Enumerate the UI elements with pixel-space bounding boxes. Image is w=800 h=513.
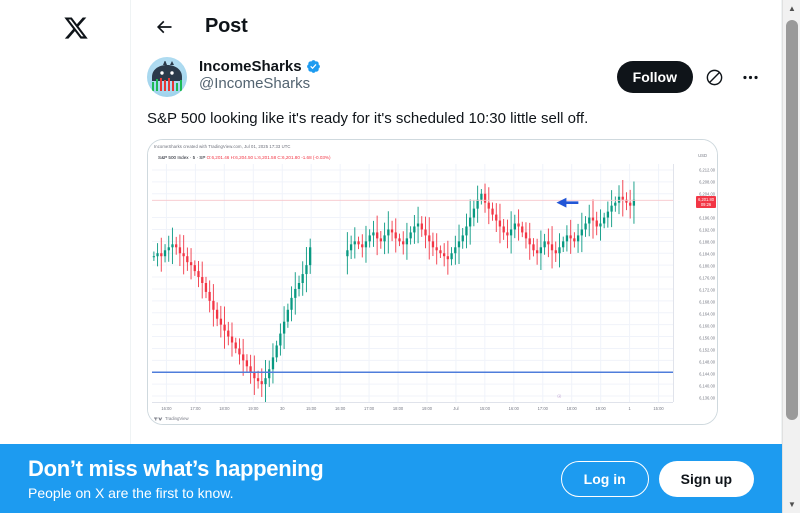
tradingview-watermark: TradingView [154, 416, 189, 421]
price-axis-label: 6,176.00 [699, 275, 715, 281]
tradingview-chart: IncomeSharks created with TradingView.co… [148, 140, 717, 424]
banner-subtitle: People on X are the first to know. [28, 484, 234, 501]
price-axis-label: 6,148.00 [699, 359, 715, 365]
author-row: IncomeSharks @IncomeSharks Follow [131, 53, 781, 97]
time-axis-label: 18:00 [392, 406, 404, 411]
chart-price-axis[interactable]: 6,212.00 6,208.00 6,204.00 6,196.00 6,192.00… [673, 164, 717, 402]
chart-open-label: O: [206, 155, 212, 160]
time-axis-label: 1 [628, 406, 631, 411]
candlestick-bars-icon [152, 78, 182, 91]
chart-plot-area [152, 164, 673, 403]
post-header-actions: Follow [616, 57, 765, 93]
page-scrollbar[interactable]: ▲ ▼ [782, 0, 800, 513]
chart-change: -1.68 (-0.03%) [301, 155, 331, 160]
price-axis-label: 6,196.00 [699, 215, 715, 221]
page-title: Post [205, 15, 248, 37]
price-axis-label: 6,188.00 [699, 239, 715, 245]
price-axis-label: 6,164.00 [699, 311, 715, 317]
chart-open: 6,201.46 [211, 155, 230, 160]
scrollbar-thumb[interactable] [786, 20, 798, 420]
time-axis-label: 19:00 [248, 406, 259, 411]
chart-last-price-tag: 6,201.80 09:26 [696, 195, 716, 208]
author-display-name[interactable]: IncomeSharks [199, 58, 302, 75]
price-axis-label: 6,212.00 [699, 167, 715, 173]
price-axis-label: 6,136.00 [699, 395, 715, 401]
scroll-up-arrow-icon[interactable]: ▲ [788, 4, 796, 13]
price-axis-label: 6,180.00 [699, 263, 715, 269]
chart-close-label: C: [277, 155, 283, 160]
time-axis-label: 18:00 [566, 406, 577, 411]
chart-high: 6,204.50 [235, 155, 254, 160]
post-media-chart[interactable]: IncomeSharks created with TradingView.co… [147, 139, 718, 425]
time-axis-label: 18:00 [219, 406, 230, 411]
banner-title: Don’t miss what’s happening [28, 455, 324, 481]
verified-badge-icon [306, 60, 320, 73]
time-axis-label: 19:00 [421, 406, 433, 411]
chart-high-label: H: [230, 155, 236, 160]
signup-button[interactable]: Sign up [658, 460, 754, 497]
chart-ticker-legend: S&P 500 Index · 5 · SP O:6,201.46 H:6,20… [158, 155, 331, 160]
grok-actions-button[interactable] [699, 62, 729, 92]
price-axis-label: 6,144.00 [699, 371, 715, 377]
post-text: S&P 500 looking like it's ready for it's… [147, 110, 589, 127]
x-logo-icon[interactable] [60, 12, 92, 44]
time-axis-label: 17:00 [537, 406, 548, 411]
banner-text: Don’t miss what’s happening People on X … [28, 456, 545, 502]
banner-actions: Log in Sign up [560, 460, 754, 497]
main-content-column: Post [131, 0, 782, 513]
price-axis-label: 6,204.00 [699, 191, 715, 197]
time-axis-label: 15:00 [653, 406, 664, 411]
chart-symbol: S&P 500 Index · 5 · SP [158, 155, 206, 160]
candlestick-series [152, 164, 673, 403]
author-info: IncomeSharks @IncomeSharks [199, 57, 605, 92]
more-options-button[interactable] [735, 62, 765, 92]
post-header: Post [131, 0, 781, 53]
time-axis-label: 16:00 [161, 406, 172, 411]
time-axis-label: 16:00 [335, 406, 346, 411]
chart-low: 6,201.58 [258, 155, 277, 160]
shark-avatar-icon [152, 61, 182, 81]
price-axis-label: 6,152.00 [699, 347, 715, 353]
chart-last-price-time: 09:26 [700, 201, 712, 207]
author-handle[interactable]: @IncomeSharks [199, 75, 311, 92]
chart-low-label: L: [254, 155, 259, 160]
back-button[interactable] [147, 10, 181, 44]
chart-currency-label: USD [696, 152, 709, 159]
price-axis-label: 6,208.00 [699, 179, 715, 185]
time-axis-label: 17:00 [190, 406, 201, 411]
time-axis-label: Jul [453, 406, 459, 411]
price-axis-label: 6,172.00 [699, 287, 715, 293]
chart-close: 6,201.80 [282, 155, 300, 160]
tradingview-logo-icon [154, 417, 163, 421]
login-button[interactable]: Log in [560, 460, 649, 497]
signup-banner: Don’t miss what’s happening People on X … [0, 444, 782, 513]
price-axis-label: 6,160.00 [699, 323, 715, 329]
chart-annotation-arrow [556, 197, 579, 208]
back-arrow-icon [156, 20, 172, 33]
time-axis-label: 19:00 [595, 406, 606, 411]
grok-circle-slash-icon [706, 69, 722, 85]
tradingview-watermark-text: TradingView [165, 416, 189, 421]
time-axis-label: 15:00 [479, 406, 490, 411]
scroll-down-arrow-icon[interactable]: ▼ [788, 500, 796, 509]
price-axis-label: 6,156.00 [699, 335, 715, 341]
avatar[interactable] [147, 57, 187, 97]
price-axis-label: 6,184.00 [699, 251, 715, 257]
follow-button[interactable]: Follow [616, 61, 693, 93]
time-axis-label: 17:00 [363, 406, 375, 411]
chart-time-axis[interactable]: 16:00 17:00 18:00 19:00 30 15:00 16:00 17:00 18:… [152, 402, 673, 424]
more-options-icon [742, 75, 758, 79]
author-name-line: IncomeSharks [199, 58, 605, 75]
price-axis-label: 6,192.00 [699, 227, 715, 233]
chart-anchor-icon: ☉ [557, 394, 562, 400]
price-axis-label: 6,168.00 [699, 299, 715, 305]
time-axis-label: 16:00 [508, 406, 519, 411]
chart-last-price: 6,201.80 [698, 196, 714, 202]
time-axis-label: 15:00 [306, 406, 317, 411]
price-axis-label: 6,140.00 [699, 383, 715, 389]
chart-credit: IncomeSharks created with TradingView.co… [154, 144, 291, 149]
time-axis-label: 30 [279, 406, 285, 411]
left-nav-rail [0, 0, 131, 513]
